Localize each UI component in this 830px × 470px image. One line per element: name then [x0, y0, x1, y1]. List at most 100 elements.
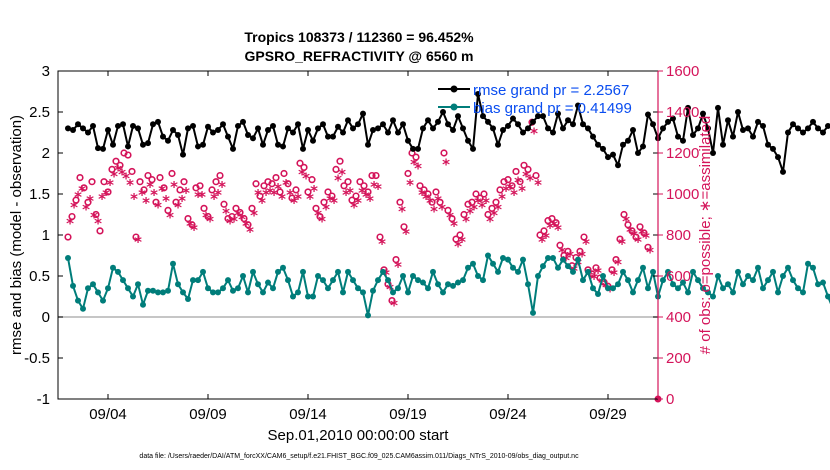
rmse-point [595, 141, 601, 148]
legend-bias-marker [450, 103, 458, 111]
rmse-point [515, 121, 521, 128]
assimilated-obs-marker: * [142, 194, 150, 212]
assimilated-obs-marker: * [194, 188, 202, 206]
assimilated-obs-marker: * [490, 207, 498, 225]
assimilated-obs-marker: * [98, 190, 106, 208]
bias-point [720, 285, 726, 292]
rmse-point [565, 117, 571, 124]
assimilated-obs-marker: * [314, 207, 322, 225]
possible-obs-marker [256, 192, 264, 200]
assimilated-obs-marker: * [78, 182, 86, 200]
x-tick-label: 09/14 [289, 406, 327, 423]
bias-point [755, 264, 761, 271]
rmse-point [765, 141, 771, 148]
assimilated-obs-marker: * [102, 186, 110, 204]
rmse-point [300, 145, 306, 152]
rmse-point [820, 129, 826, 136]
assimilated-obs-marker: * [278, 190, 286, 208]
assimilated-obs-marker: * [630, 227, 638, 245]
bias-point [800, 289, 806, 296]
assimilated-obs-marker: * [138, 186, 146, 204]
bias-point [595, 291, 601, 298]
possible-obs-marker [216, 171, 224, 180]
possible-obs-marker [400, 223, 408, 231]
rmse-point [135, 125, 141, 132]
rmse-point [545, 125, 551, 132]
y-right-tick-label: 1000 [666, 186, 699, 203]
assimilated-obs-marker: * [218, 178, 226, 196]
assimilated-obs-marker: * [242, 217, 250, 235]
possible-obs-marker [308, 176, 316, 184]
assimilated-obs-marker: * [210, 190, 218, 208]
assimilated-obs-marker: * [554, 221, 562, 239]
assimilated-obs-marker: * [246, 223, 254, 241]
rmse-point [475, 90, 481, 97]
bias-point [405, 289, 411, 296]
rmse-point [635, 150, 641, 156]
bias-point [475, 273, 481, 279]
assimilated-obs-marker: * [446, 209, 454, 227]
possible-obs-marker [396, 198, 404, 206]
x-axis: 09/04 09/09 09/14 09/19 09/24 09/29 [89, 71, 627, 423]
possible-obs-marker [76, 174, 84, 182]
bias-point [200, 268, 206, 275]
bias-point [290, 293, 296, 300]
bias-point [660, 277, 666, 284]
possible-obs-marker [576, 247, 584, 255]
assimilated-obs-marker: * [254, 186, 262, 204]
bias-point [490, 260, 496, 267]
rmse-point [365, 141, 371, 148]
rmse-point [430, 125, 436, 132]
bias-point [570, 268, 576, 275]
bias-point [780, 273, 786, 279]
rmse-point [340, 129, 346, 136]
assimilated-obs-marker: * [326, 192, 334, 210]
assimilated-obs-marker: * [646, 243, 654, 261]
possible-obs-marker [272, 174, 280, 182]
rmse-point [755, 118, 761, 125]
assimilated-obs-marker: * [418, 186, 426, 204]
possible-obs-marker [612, 256, 620, 264]
bias-point [365, 312, 371, 319]
assimilated-obs-marker: * [410, 155, 418, 173]
rmse-point [730, 133, 736, 140]
possible-obs-marker [220, 200, 228, 208]
y-right-tick-label: 1400 [666, 104, 699, 121]
possible-obs-marker [644, 243, 652, 251]
bias-point [690, 268, 696, 275]
bias-point [730, 289, 736, 296]
bias-point [390, 289, 396, 296]
bias-point [320, 277, 326, 284]
assimilated-obs-marker: * [110, 168, 118, 186]
bias-point [590, 285, 596, 292]
bias-point [630, 289, 636, 296]
bias-point [600, 273, 606, 279]
rmse-point [615, 162, 621, 169]
bias-point [440, 289, 446, 296]
possible-obs-marker [524, 165, 532, 173]
bias-point [685, 289, 691, 296]
assimilated-obs-marker: * [506, 180, 514, 198]
assimilated-obs-marker: * [162, 192, 170, 210]
possible-obs-marker [636, 223, 644, 231]
bias-point [370, 287, 376, 294]
bias-point [130, 293, 136, 300]
rmse-point [275, 141, 281, 148]
possible-obs-marker [344, 178, 352, 186]
legend-bias-label: bias grand pr = 0.41499 [473, 100, 632, 117]
assimilated-obs-marker: * [486, 213, 494, 231]
rmse-point [610, 151, 616, 158]
possible-obs-marker [316, 212, 324, 221]
assimilated-obs-marker: * [582, 235, 590, 253]
assimilated-obs-marker: * [354, 194, 362, 212]
assimilated-obs-marker: * [130, 190, 138, 208]
possible-obs-marker [436, 198, 444, 206]
assimilated-obs-marker: * [478, 198, 486, 216]
assimilated-obs-marker: * [398, 202, 406, 220]
x-tick-label: 09/04 [89, 406, 127, 423]
bias-point [85, 285, 91, 292]
possible-obs-marker [228, 212, 236, 221]
possible-obs-marker [268, 180, 276, 188]
possible-obs-marker [628, 227, 636, 235]
assimilated-obs-marker: * [510, 186, 518, 204]
